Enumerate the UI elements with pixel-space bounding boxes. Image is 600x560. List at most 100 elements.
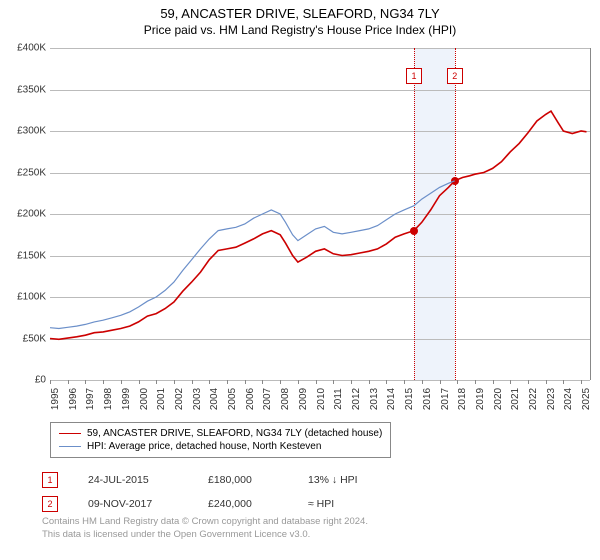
x-tick-mark [404, 380, 405, 384]
x-tick-label: 2000 [139, 388, 150, 410]
y-tick-label: £150K [2, 250, 46, 261]
x-tick-mark [262, 380, 263, 384]
sale-date: 09-NOV-2017 [88, 498, 178, 510]
sales-table: 1 24-JUL-2015 £180,000 13% ↓ HPI 2 09-NOV-201… [42, 468, 358, 516]
x-tick-mark [386, 380, 387, 384]
y-gridline [50, 380, 590, 381]
x-tick-label: 2024 [563, 388, 574, 410]
x-tick-label: 2012 [351, 388, 362, 410]
y-tick-label: £0 [2, 375, 46, 386]
x-tick-label: 1998 [103, 388, 114, 410]
chart-title: 59, ANCASTER DRIVE, SLEAFORD, NG34 7LY [0, 6, 600, 21]
x-tick-mark [227, 380, 228, 384]
x-tick-mark [581, 380, 582, 384]
x-tick-label: 1997 [85, 388, 96, 410]
x-tick-mark [333, 380, 334, 384]
legend-row: HPI: Average price, detached house, Nort… [59, 440, 382, 453]
x-tick-mark [369, 380, 370, 384]
y-tick-label: £300K [2, 126, 46, 137]
sale-badge: 2 [42, 496, 58, 512]
x-tick-label: 1999 [121, 388, 132, 410]
x-tick-mark [245, 380, 246, 384]
x-tick-label: 2015 [404, 388, 415, 410]
series-hpi [50, 181, 455, 329]
x-tick-mark [192, 380, 193, 384]
x-tick-label: 2013 [369, 388, 380, 410]
y-tick-label: £200K [2, 209, 46, 220]
x-tick-mark [510, 380, 511, 384]
sale-badge: 1 [42, 472, 58, 488]
x-tick-label: 2021 [510, 388, 521, 410]
x-tick-label: 2007 [262, 388, 273, 410]
y-tick-label: £50K [2, 333, 46, 344]
sale-price: £180,000 [208, 474, 278, 486]
x-tick-label: 2020 [493, 388, 504, 410]
x-tick-mark [280, 380, 281, 384]
x-tick-label: 2019 [475, 388, 486, 410]
x-tick-label: 2004 [209, 388, 220, 410]
title-block: 59, ANCASTER DRIVE, SLEAFORD, NG34 7LY P… [0, 0, 600, 37]
x-tick-mark [546, 380, 547, 384]
x-tick-mark [85, 380, 86, 384]
x-tick-mark [351, 380, 352, 384]
x-tick-label: 2018 [457, 388, 468, 410]
x-tick-mark [209, 380, 210, 384]
sale-row: 2 09-NOV-2017 £240,000 ≈ HPI [42, 492, 358, 516]
x-tick-label: 2014 [386, 388, 397, 410]
footer-attribution: Contains HM Land Registry data © Crown c… [42, 516, 368, 542]
x-tick-label: 2010 [316, 388, 327, 410]
legend-label: HPI: Average price, detached house, Nort… [87, 441, 321, 452]
x-tick-mark [68, 380, 69, 384]
sale-row: 1 24-JUL-2015 £180,000 13% ↓ HPI [42, 468, 358, 492]
line-plot [50, 48, 590, 380]
x-tick-label: 2009 [298, 388, 309, 410]
x-tick-label: 2002 [174, 388, 185, 410]
y-tick-label: £250K [2, 167, 46, 178]
legend-swatch [59, 433, 81, 434]
sale-date: 24-JUL-2015 [88, 474, 178, 486]
legend-row: 59, ANCASTER DRIVE, SLEAFORD, NG34 7LY (… [59, 427, 382, 440]
legend-label: 59, ANCASTER DRIVE, SLEAFORD, NG34 7LY (… [87, 428, 382, 439]
x-tick-mark [174, 380, 175, 384]
y-tick-label: £400K [2, 43, 46, 54]
footer-line-1: Contains HM Land Registry data © Crown c… [42, 516, 368, 529]
x-tick-label: 2006 [245, 388, 256, 410]
x-tick-mark [50, 380, 51, 384]
x-tick-label: 2005 [227, 388, 238, 410]
x-tick-mark [528, 380, 529, 384]
chart-area: £0£50K£100K£150K£200K£250K£300K£350K£400… [50, 48, 591, 380]
x-tick-mark [156, 380, 157, 384]
x-tick-label: 2017 [440, 388, 451, 410]
x-tick-label: 1996 [68, 388, 79, 410]
x-tick-label: 2003 [192, 388, 203, 410]
x-tick-mark [298, 380, 299, 384]
x-tick-mark [493, 380, 494, 384]
x-tick-mark [457, 380, 458, 384]
x-tick-mark [121, 380, 122, 384]
x-tick-label: 2016 [422, 388, 433, 410]
chart-subtitle: Price paid vs. HM Land Registry's House … [0, 23, 600, 37]
legend-swatch [59, 446, 81, 447]
footer-line-2: This data is licensed under the Open Gov… [42, 529, 368, 542]
sale-hpi-note: ≈ HPI [308, 498, 334, 510]
x-tick-label: 2011 [333, 388, 344, 410]
y-tick-label: £350K [2, 84, 46, 95]
x-tick-label: 2025 [581, 388, 592, 410]
x-tick-mark [316, 380, 317, 384]
x-tick-label: 2023 [546, 388, 557, 410]
x-tick-mark [475, 380, 476, 384]
y-tick-label: £100K [2, 292, 46, 303]
x-tick-label: 2008 [280, 388, 291, 410]
x-tick-label: 2001 [156, 388, 167, 410]
legend: 59, ANCASTER DRIVE, SLEAFORD, NG34 7LY (… [50, 422, 391, 458]
x-tick-mark [440, 380, 441, 384]
x-tick-mark [103, 380, 104, 384]
x-tick-label: 2022 [528, 388, 539, 410]
x-tick-mark [139, 380, 140, 384]
x-tick-label: 1995 [50, 388, 61, 410]
x-tick-mark [422, 380, 423, 384]
x-tick-mark [563, 380, 564, 384]
series-price_paid [50, 111, 587, 339]
sale-hpi-note: 13% ↓ HPI [308, 474, 358, 486]
sale-price: £240,000 [208, 498, 278, 510]
